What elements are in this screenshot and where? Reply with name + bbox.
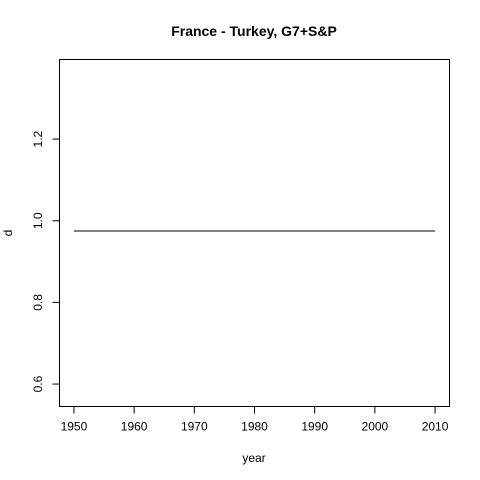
plot-area-frame	[59, 59, 450, 407]
x-tick-label: 2000	[362, 420, 389, 434]
x-axis-label: year	[242, 451, 265, 465]
y-axis-ticks: 0.6 0.8 1.0 1.2	[31, 130, 60, 392]
x-tick-label: 1950	[61, 420, 88, 434]
x-tick-label: 1970	[181, 420, 208, 434]
x-tick-label: 2010	[422, 420, 449, 434]
y-tick-label: 1.0	[31, 212, 45, 229]
x-axis-ticks: 1950 1960 1970 1980 1990 2000 2010	[61, 406, 449, 434]
chart-title: France - Turkey, G7+S&P	[171, 23, 337, 39]
x-tick-label: 1990	[301, 420, 328, 434]
x-tick-label: 1980	[241, 420, 268, 434]
y-axis-label: d	[1, 230, 15, 237]
y-tick-label: 0.8	[31, 294, 45, 311]
y-tick-label: 0.6	[31, 375, 45, 392]
x-tick-label: 1960	[121, 420, 148, 434]
y-tick-label: 1.2	[31, 130, 45, 147]
